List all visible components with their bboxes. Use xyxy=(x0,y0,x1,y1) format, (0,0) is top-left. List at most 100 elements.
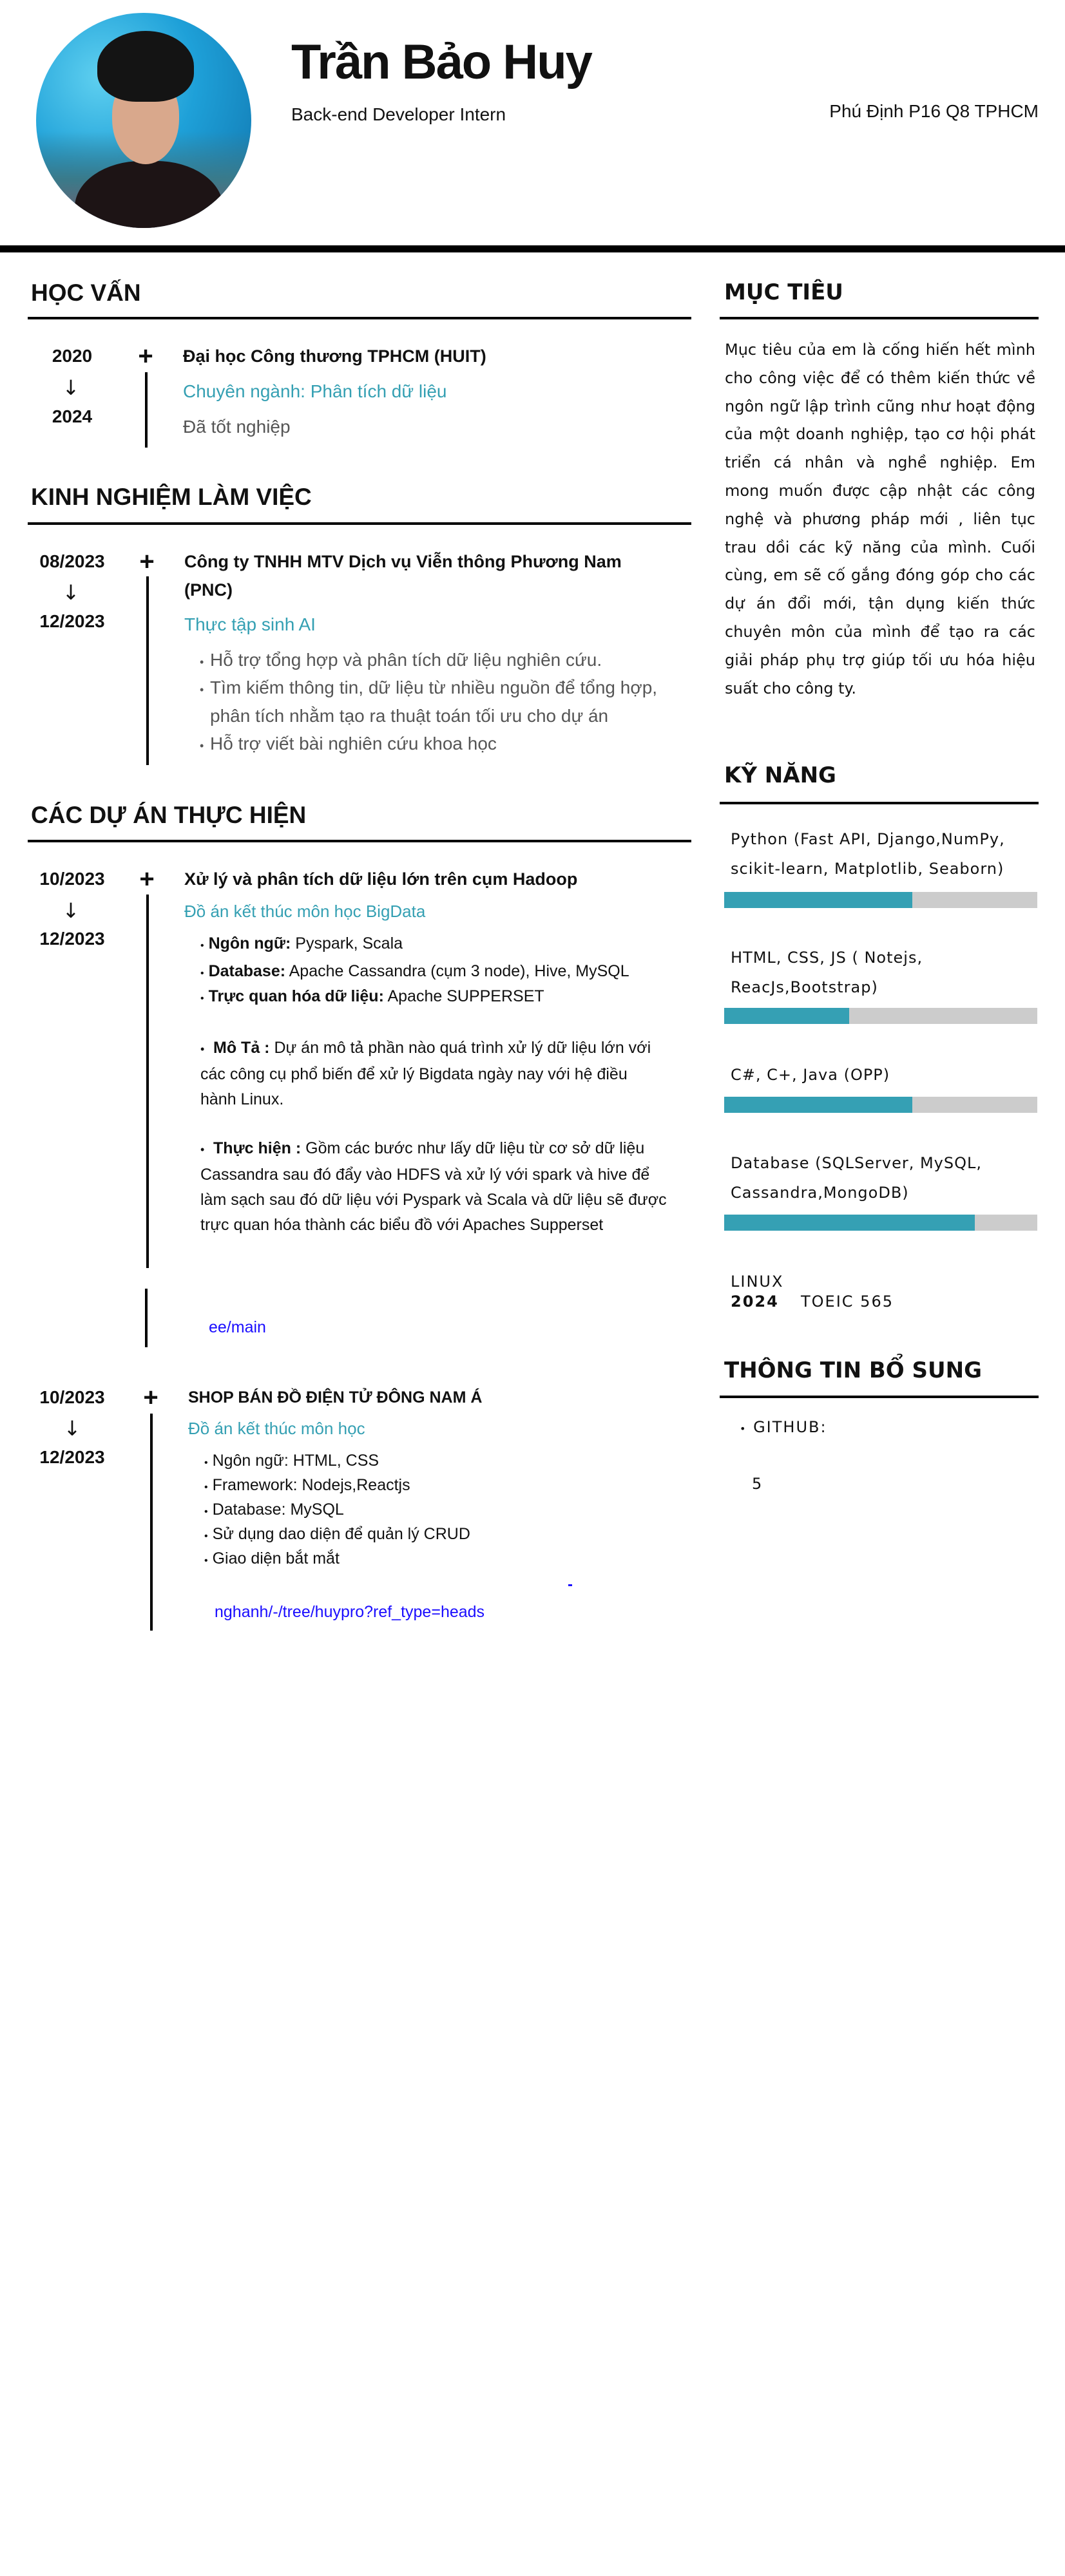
project-bullet: • Framework: Nodejs,Reactjs xyxy=(204,1472,410,1501)
project-bullet: • Giao diện bắt mắt xyxy=(204,1546,340,1574)
tech-value: Apache Cassandra (cụm 3 node), Hive, MyS… xyxy=(285,962,629,980)
education-rule xyxy=(28,317,691,319)
tech-value: Pyspark, Scala xyxy=(291,934,403,952)
bullet-icon: • xyxy=(204,1482,208,1493)
skill-label: HTML, CSS, JS ( Notejs, ReacJs,Bootstrap… xyxy=(731,949,923,996)
bullet-text: Framework: Nodejs,Reactjs xyxy=(212,1476,410,1494)
tech-label: Ngôn ngữ: xyxy=(208,934,291,952)
role: Thực tập sinh AI xyxy=(184,614,316,634)
project-bullet: • Sử dụng dao diện để quản lý CRUD xyxy=(204,1521,470,1549)
bullet-icon: • xyxy=(200,940,204,951)
skill-bar xyxy=(724,1215,1037,1231)
timeline-line xyxy=(150,1414,153,1631)
project-subtitle: Đồ án kết thúc môn học xyxy=(188,1419,365,1438)
skill-bar xyxy=(724,1008,1037,1024)
bullet-icon: • xyxy=(200,968,204,979)
skill-bar-fill xyxy=(724,892,912,908)
experience-bullet-cont: phân tích nhằm tạo ra thuật toán tối ưu … xyxy=(210,706,609,726)
experience-bullet: Tìm kiếm thông tin, dữ liệu từ nhiều ngu… xyxy=(210,677,658,697)
bullet-icon: • xyxy=(204,1457,208,1468)
timeline-line xyxy=(145,1289,148,1347)
timeline-line xyxy=(146,895,149,1268)
project-start: 10/2023 xyxy=(39,1387,105,1407)
skill-label: Python (Fast API, Django,NumPy, scikit-l… xyxy=(731,830,1005,878)
bullet-icon: • xyxy=(200,683,204,696)
description-label: Mô Tả : xyxy=(213,1039,270,1057)
implementation-label: Thực hiện : xyxy=(213,1139,302,1157)
experience-bullet: Hỗ trợ viết bài nghiên cứu khoa học xyxy=(210,734,497,753)
description-text: Dự án mô tả phần nào quá trình xử lý dữ … xyxy=(200,1039,651,1108)
project-subtitle: Đồ án kết thúc môn học BigData xyxy=(184,902,426,921)
skill-bar xyxy=(724,1097,1037,1113)
timeline-line xyxy=(145,372,148,448)
experience-start: 08/2023 xyxy=(39,551,105,571)
major: Chuyên ngành: Phân tích dữ liệu xyxy=(183,381,447,401)
bullet-item: • xyxy=(200,674,204,705)
github-label: GITHUB: xyxy=(753,1418,827,1436)
skill-bar-fill xyxy=(724,1215,975,1231)
github-fragment: 5 xyxy=(752,1475,763,1493)
project-start: 10/2023 xyxy=(39,869,105,889)
bullet-icon: • xyxy=(200,993,204,1004)
bullet-text: Database: MySQL xyxy=(212,1501,344,1519)
plus-icon: + xyxy=(143,1383,158,1412)
project-repo-link[interactable]: ee/main xyxy=(209,1318,266,1336)
experience-bullet: Hỗ trợ tổng hợp và phân tích dữ liệu ngh… xyxy=(210,650,602,670)
bullet-icon: • xyxy=(200,1043,205,1056)
objective-heading: MỤC TIÊU xyxy=(724,279,843,305)
bullet-icon: • xyxy=(200,1143,205,1156)
tech-label: Trực quan hóa dữ liệu: xyxy=(208,987,384,1005)
toeic-score: TOEIC 565 xyxy=(801,1293,894,1311)
objective-text: Mục tiêu của em là cống hiến hết mình ch… xyxy=(725,341,1035,697)
project-repo-link[interactable]: nghanh/-/tree/huypro?ref_type=heads xyxy=(215,1603,485,1621)
profile-photo xyxy=(36,13,251,228)
github-item: • GITHUB: xyxy=(740,1417,827,1439)
company-name: Công ty TNHH MTV Dịch vụ Viễn thông Phươ… xyxy=(184,552,622,571)
bullet-icon: • xyxy=(204,1531,208,1542)
graduation-status: Đã tốt nghiệp xyxy=(183,417,291,437)
project-bullet: • Database: MySQL xyxy=(204,1497,344,1525)
skill-bar xyxy=(724,892,1037,908)
additional-heading: THÔNG TIN BỔ SUNG xyxy=(724,1358,982,1383)
additional-rule xyxy=(720,1396,1039,1398)
bullet-text: Giao diện bắt mắt xyxy=(212,1549,340,1567)
skill-bar-fill xyxy=(724,1008,850,1024)
tech-item: • Database: Apache Cassandra (cụm 3 node… xyxy=(200,958,629,987)
project-end: 12/2023 xyxy=(39,1447,105,1467)
projects-heading: CÁC DỰ ÁN THỰC HIỆN xyxy=(31,802,307,828)
tech-value: Apache SUPPERSET xyxy=(383,987,544,1005)
skills-rule xyxy=(720,802,1039,804)
experience-heading: KINH NGHIỆM LÀM VIỆC xyxy=(31,484,312,510)
implementation-text: Gồm các bước như lấy dữ liệu từ cơ sở dữ… xyxy=(200,1139,667,1234)
bullet-icon: • xyxy=(200,656,204,668)
bullet-text: Sử dụng dao diện để quản lý CRUD xyxy=(212,1525,470,1543)
certificate-year: 2024 xyxy=(731,1293,779,1311)
plus-icon: + xyxy=(138,342,153,370)
timeline-line xyxy=(146,576,149,765)
bullet-item: • xyxy=(200,646,204,677)
skill-bar-fill xyxy=(724,1097,912,1113)
project-end: 12/2023 xyxy=(39,929,105,949)
tech-item: • Trực quan hóa dữ liệu: Apache SUPPERSE… xyxy=(200,983,544,1012)
arrow-down-icon: ↓ xyxy=(62,375,80,400)
projects-rule xyxy=(28,840,691,842)
bullet-item: • xyxy=(200,730,204,761)
arrow-down-icon: ↓ xyxy=(62,898,80,923)
company-name-cont: (PNC) xyxy=(184,580,233,600)
project-title: SHOP BÁN ĐỒ ĐIỆN TỬ ĐÔNG NAM Á xyxy=(188,1388,483,1406)
skills-heading: KỸ NĂNG xyxy=(724,762,836,788)
plus-icon: + xyxy=(139,865,155,893)
education-heading: HỌC VẤN xyxy=(31,279,141,306)
project-bullet: • Ngôn ngữ: HTML, CSS xyxy=(204,1448,379,1476)
education-start: 2020 xyxy=(52,346,93,366)
skill-label: C#, C+, Java (OPP) xyxy=(731,1066,890,1084)
bullet-icon: • xyxy=(204,1555,208,1566)
tech-label: Database: xyxy=(208,962,286,980)
experience-rule xyxy=(28,522,691,525)
plus-icon: + xyxy=(139,547,155,576)
project-description: • Mô Tả : Dự án mô tả phần nào quá trình … xyxy=(200,1036,664,1112)
header-divider xyxy=(0,245,1065,252)
experience-end: 12/2023 xyxy=(39,611,105,631)
bullet-icon: • xyxy=(200,739,204,752)
education-end: 2024 xyxy=(52,406,93,426)
